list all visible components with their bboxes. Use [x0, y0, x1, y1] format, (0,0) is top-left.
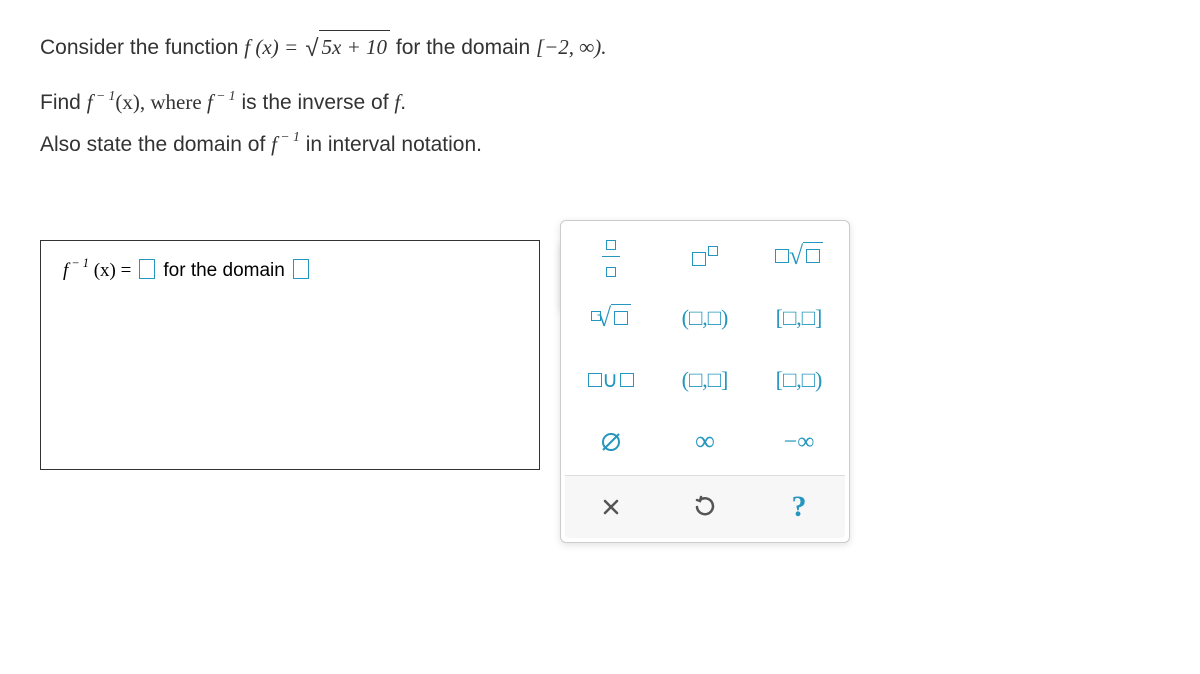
math-palette: √ √ (□,□) [□,□] ∪ (□,□] [□,□) ∞ −∞ [560, 220, 850, 543]
times-sqrt-button[interactable]: √ [753, 225, 845, 287]
text: . [400, 91, 406, 114]
half-open-left-button[interactable]: (□,□] [659, 349, 751, 411]
problem-line-1: Consider the function f (x) = 5x + 10 fo… [40, 30, 1160, 68]
empty-set-button[interactable] [565, 411, 657, 473]
undo-icon [693, 495, 717, 519]
exponent: − 1 [277, 129, 300, 144]
nth-root-button[interactable]: √ [565, 287, 657, 349]
palette-row-2: √ (□,□) [□,□] [565, 287, 845, 349]
exponent: − 1 [213, 88, 236, 103]
closed-interval-button[interactable]: [□,□] [753, 287, 845, 349]
sqrt-expr: 5x + 10 [303, 30, 390, 68]
answer-input-expression[interactable] [139, 259, 155, 279]
fraction-button[interactable] [565, 225, 657, 287]
help-button[interactable]: ? [753, 476, 845, 538]
union-button[interactable]: ∪ [565, 349, 657, 411]
exponent: − 1 [93, 88, 116, 103]
text: is the inverse of [241, 91, 394, 114]
open-interval-button[interactable]: (□,□) [659, 287, 751, 349]
infinity-button[interactable]: ∞ [659, 411, 751, 473]
exponent-button[interactable] [659, 225, 751, 287]
text: Also state the domain of [40, 133, 271, 156]
palette-row-4: ∞ −∞ [565, 411, 845, 473]
f: f [207, 90, 213, 114]
half-open-right-button[interactable]: [□,□) [753, 349, 845, 411]
radicand: 5x + 10 [319, 30, 391, 65]
undo-button[interactable] [659, 476, 751, 538]
palette-actions: ? [565, 475, 845, 538]
x-icon [599, 495, 623, 519]
domain-interval: [−2, ∞). [536, 35, 607, 59]
empty-set-icon [599, 430, 623, 454]
text: Find [40, 91, 87, 114]
neg-infinity-button[interactable]: −∞ [753, 411, 845, 473]
problem-line-2: Find f − 1(x), where f − 1 is the invers… [40, 86, 1160, 120]
problem-statement: Consider the function f (x) = 5x + 10 fo… [0, 0, 1200, 190]
answer-box: f − 1 (x) = for the domain [40, 240, 540, 470]
text: (x), where [115, 90, 207, 114]
text: Consider the function [40, 36, 244, 59]
text: for the domain [396, 36, 536, 59]
xeq: (x) = [89, 260, 136, 281]
clear-button[interactable] [565, 476, 657, 538]
text: in interval notation. [306, 133, 482, 156]
palette-row-3: ∪ (□,□] [□,□) [565, 349, 845, 411]
palette-row-1: √ [565, 225, 845, 287]
for-domain-text: for the domain [163, 260, 290, 281]
exponent: − 1 [68, 256, 89, 270]
problem-line-3: Also state the domain of f − 1 in interv… [40, 128, 1160, 162]
answer-input-domain[interactable] [293, 259, 309, 279]
math-expr: f (x) = [244, 35, 303, 59]
answer-expression: f − 1 (x) = for the domain [63, 259, 517, 282]
f: f [87, 90, 93, 114]
